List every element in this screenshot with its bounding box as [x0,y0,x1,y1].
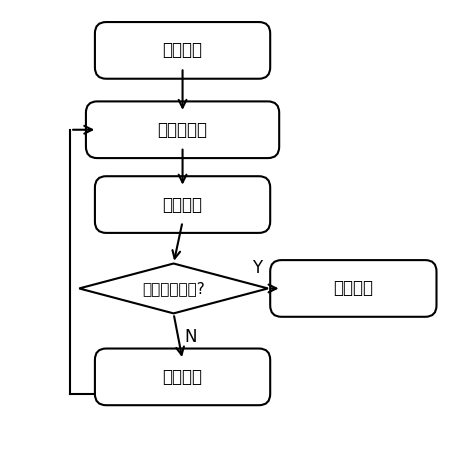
Text: 满足精度要求?: 满足精度要求? [142,281,205,296]
FancyBboxPatch shape [95,176,270,233]
FancyBboxPatch shape [95,348,270,405]
Text: Y: Y [252,259,262,277]
FancyBboxPatch shape [95,22,270,79]
Polygon shape [79,263,268,313]
Text: 计算误差: 计算误差 [162,196,202,213]
Text: N: N [185,328,197,346]
Text: 有限元求解: 有限元求解 [157,121,207,139]
Text: 初始网格: 初始网格 [162,41,202,59]
FancyBboxPatch shape [270,260,436,317]
Text: 计算结束: 计算结束 [334,280,374,297]
Text: 细分网格: 细分网格 [162,368,202,386]
FancyBboxPatch shape [86,101,279,158]
